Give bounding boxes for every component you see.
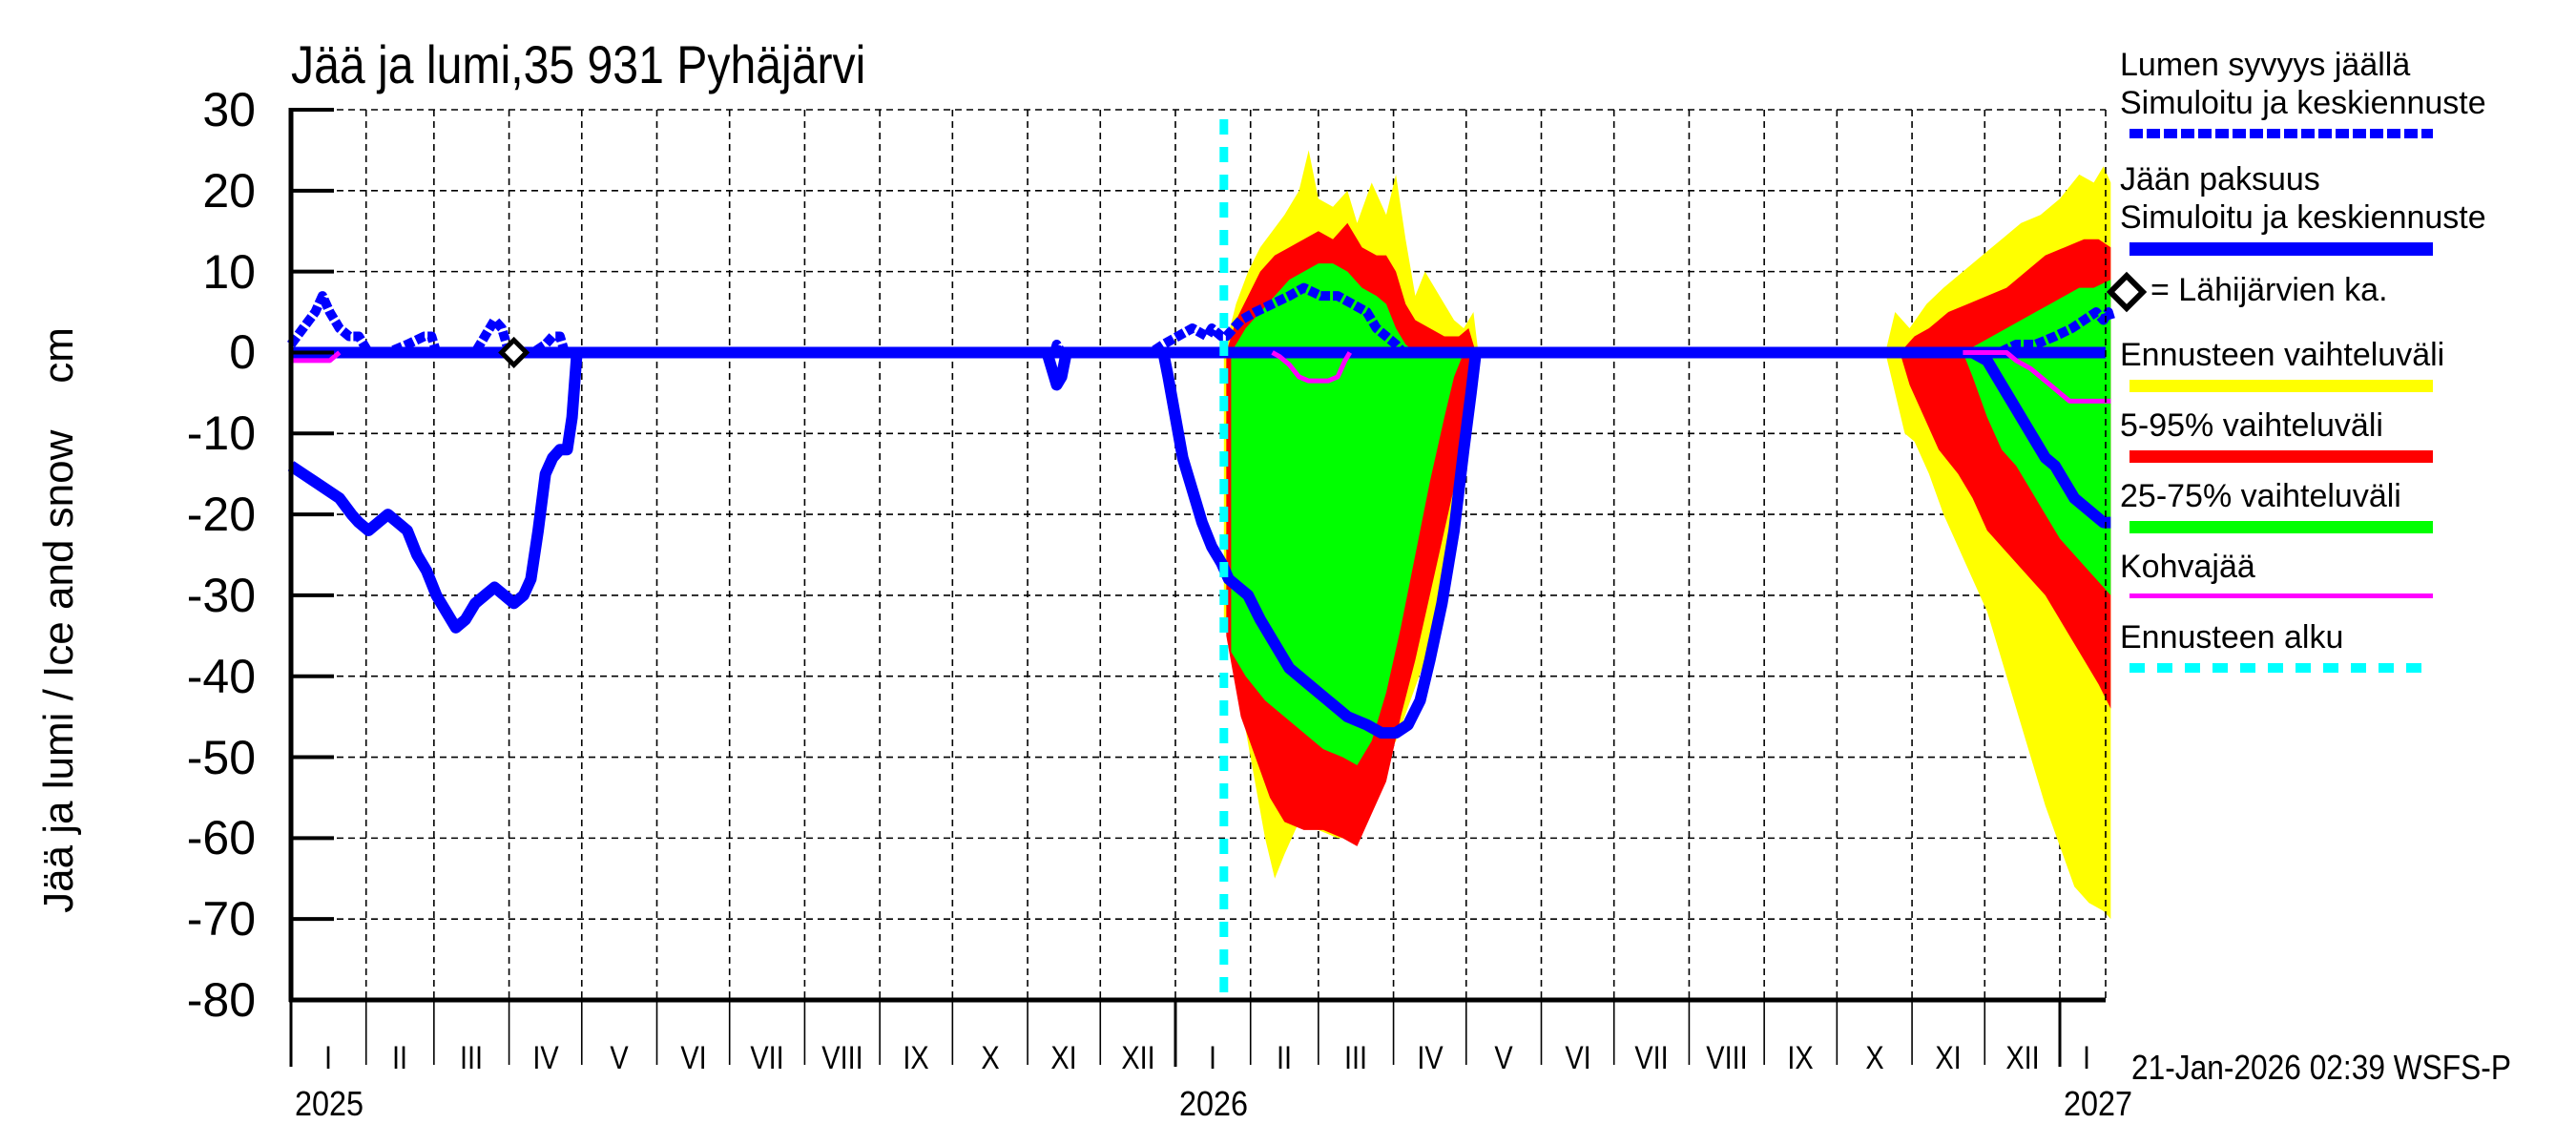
dashed-cyan-line-icon bbox=[2129, 663, 2433, 673]
y-tick-label: -30 bbox=[186, 568, 256, 622]
y-tick-label: -10 bbox=[186, 406, 256, 461]
forecast-bands bbox=[1223, 150, 2111, 920]
legend-range-full-label: Ennusteen vaihteluväli bbox=[2120, 337, 2445, 373]
month-label: VI bbox=[679, 1040, 707, 1076]
band-lower bbox=[1963, 352, 2111, 595]
y-tick-label: -80 bbox=[186, 973, 256, 1027]
month-label: IX bbox=[1787, 1040, 1814, 1076]
green-band-swatch-icon bbox=[2129, 521, 2433, 533]
month-label: IV bbox=[1417, 1040, 1444, 1076]
month-label: XI bbox=[1050, 1040, 1077, 1076]
magenta-line-swatch-icon bbox=[2129, 593, 2433, 598]
legend-snow-sub: Simuloitu ja keskiennuste bbox=[2120, 85, 2486, 121]
month-label: V bbox=[1494, 1040, 1513, 1076]
month-label: X bbox=[981, 1040, 1000, 1076]
y-tick-label: -20 bbox=[186, 488, 256, 542]
y-tick-label: -40 bbox=[186, 649, 256, 703]
month-label: IX bbox=[903, 1040, 929, 1076]
legend-ice-sub: Simuloitu ja keskiennuste bbox=[2120, 199, 2486, 236]
month-label: VIII bbox=[1706, 1040, 1748, 1076]
year-label: 2027 bbox=[2064, 1084, 2133, 1123]
month-label: XII bbox=[2005, 1040, 2040, 1076]
nearby-lakes-diamond-icon bbox=[498, 336, 530, 368]
month-label: VII bbox=[1634, 1040, 1669, 1076]
month-label: VI bbox=[1564, 1040, 1591, 1076]
month-label: X bbox=[1865, 1040, 1884, 1076]
month-label: II bbox=[392, 1040, 408, 1076]
y-tick-label: 30 bbox=[202, 83, 256, 136]
legend-range-25-75-label: 25-75% vaihteluväli bbox=[2120, 478, 2401, 514]
legend-item-range-25-75: 25-75% vaihteluväli bbox=[2120, 477, 2568, 533]
month-label: II bbox=[1277, 1040, 1293, 1076]
legend-item-snow: Lumen syvyys jäällä Simuloitu ja keskien… bbox=[2120, 46, 2568, 138]
year-label: 2025 bbox=[295, 1084, 364, 1123]
legend-slush-label: Kohvajää bbox=[2120, 549, 2255, 585]
slush-ice-line bbox=[1963, 349, 2111, 404]
y-tick-label: -50 bbox=[186, 730, 256, 784]
red-band-swatch-icon bbox=[2129, 450, 2433, 463]
legend-snow-title: Lumen syvyys jäällä bbox=[2120, 47, 2411, 83]
chart-title: Jää ja lumi,35 931 Pyhäjärvi bbox=[291, 34, 866, 94]
band-upper bbox=[1963, 280, 2111, 353]
yellow-band-swatch-icon bbox=[2129, 380, 2433, 392]
month-label: V bbox=[610, 1040, 629, 1076]
legend-item-forecast-start: Ennusteen alku bbox=[2120, 618, 2568, 673]
y-tick-label: 20 bbox=[202, 163, 256, 218]
dashed-blue-line-icon bbox=[2129, 129, 2433, 138]
legend-item-range-full: Ennusteen vaihteluväli bbox=[2120, 336, 2568, 392]
month-label: III bbox=[1344, 1040, 1368, 1076]
legend-item-slush: Kohvajää bbox=[2120, 548, 2568, 598]
month-label: I bbox=[1209, 1040, 1217, 1076]
legend-forecast-start-label: Ennusteen alku bbox=[2120, 619, 2344, 656]
month-label: I bbox=[324, 1040, 333, 1076]
y-tick-label: 10 bbox=[202, 244, 256, 299]
ice-thickness-line bbox=[1969, 347, 2111, 529]
ice-thickness-line bbox=[287, 352, 583, 634]
grid bbox=[291, 109, 2106, 1000]
month-label: IV bbox=[532, 1040, 559, 1076]
snow-depth-line bbox=[1049, 282, 1407, 358]
month-label: I bbox=[2082, 1040, 2091, 1076]
y-tick-label: -70 bbox=[186, 892, 256, 947]
legend-nearby-label: = Lähijärvien ka. bbox=[2150, 272, 2388, 308]
legend-range-5-95-label: 5-95% vaihteluväli bbox=[2120, 407, 2383, 444]
ice-thickness-line bbox=[1041, 346, 1482, 739]
band-upper bbox=[1231, 263, 1416, 353]
diamond-marker-icon bbox=[2106, 271, 2148, 313]
legend-item-range-5-95: 5-95% vaihteluväli bbox=[2120, 406, 2568, 463]
y-tick-label: 0 bbox=[229, 325, 256, 380]
month-label: VII bbox=[750, 1040, 784, 1076]
month-label: XI bbox=[1935, 1040, 1962, 1076]
month-label: III bbox=[460, 1040, 484, 1076]
month-label: XII bbox=[1120, 1040, 1155, 1076]
legend-ice-title: Jään paksuus bbox=[2120, 161, 2320, 198]
slush-ice-line bbox=[291, 350, 342, 364]
y-axis-ticks: 30 20 10 0 -10 -20 -30 -40 -50 -60 -70 -80 bbox=[134, 0, 256, 1145]
year-label: 2026 bbox=[1179, 1084, 1249, 1123]
slush-ice-line bbox=[1271, 350, 1353, 384]
y-tick-label: -60 bbox=[186, 811, 256, 865]
snow-depth-line bbox=[286, 291, 570, 358]
legend-item-ice: Jään paksuus Simuloitu ja keskiennuste bbox=[2120, 160, 2568, 256]
solid-blue-line-icon bbox=[2129, 242, 2433, 256]
timestamp: 21-Jan-2026 02:39 WSFS-P bbox=[2131, 1048, 2511, 1087]
month-label: VIII bbox=[821, 1040, 863, 1076]
legend-item-nearby: = Lähijärvien ka. bbox=[2105, 271, 2388, 313]
